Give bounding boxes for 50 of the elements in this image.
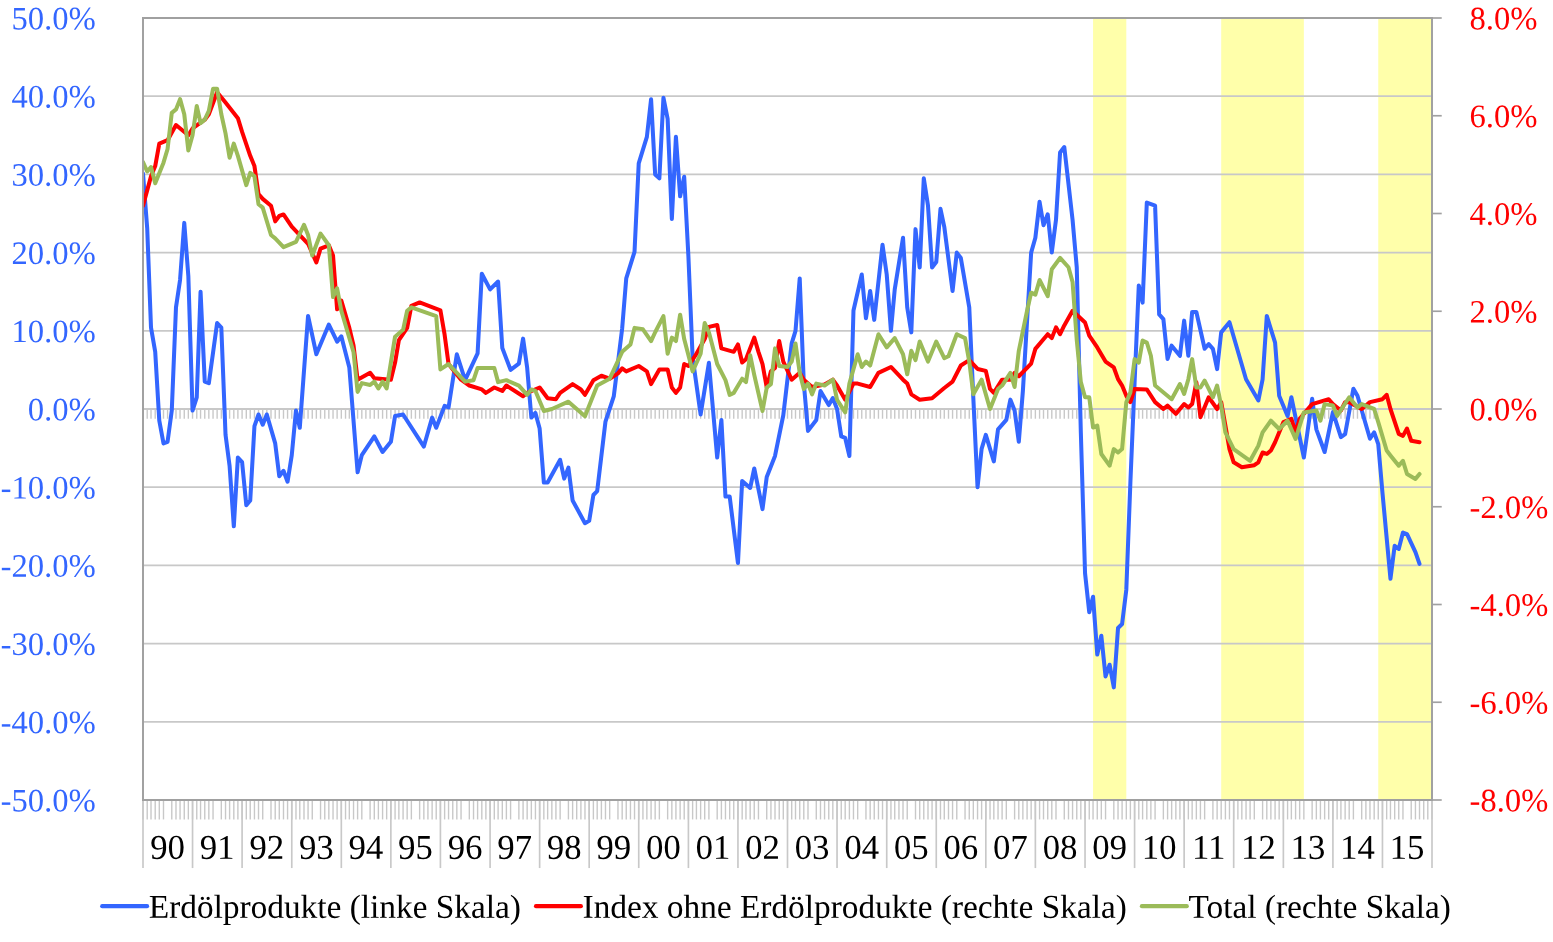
y-tick-label: 30.0% (13, 164, 95, 187)
x-tick-label: 07 (994, 835, 1027, 860)
y-tick-label: -30.0% (1, 633, 95, 656)
x-tick-label: 94 (349, 835, 383, 860)
x-tick-label: 90 (151, 835, 184, 860)
y-tick-label: 0.0% (29, 398, 95, 421)
y-tick-label: 10.0% (14, 320, 95, 343)
y-tick-label: 20.0% (12, 242, 95, 265)
x-tick-label: 95 (399, 835, 432, 860)
y-tick-label: 40.0% (12, 85, 95, 108)
x-tick-label: 97 (498, 835, 532, 860)
x-tick-label: 00 (647, 835, 680, 860)
y-tick-label: -20.0% (1, 555, 95, 578)
x-tick-label: 03 (796, 835, 829, 860)
y2-tick-label: -8.0% (1470, 789, 1548, 812)
y2-tick-label: 6.0% (1470, 105, 1537, 128)
y2-tick-label: 4.0% (1470, 203, 1537, 226)
y2-tick-label: 8.0% (1470, 7, 1537, 30)
x-tick-label: 12 (1244, 835, 1274, 859)
x-tick-label: 08 (1044, 835, 1077, 860)
x-tick-label: 02 (746, 835, 778, 860)
y2-tick-label: -4.0% (1470, 594, 1548, 617)
y-tick-label: -10.0% (1, 476, 95, 499)
x-tick-label: 09 (1093, 835, 1126, 860)
y2-tick-label: 0.0% (1470, 398, 1537, 421)
line-series (143, 95, 1422, 690)
x-tick-label: 91 (200, 835, 233, 860)
y-tick-label: -40.0% (1, 711, 95, 734)
x-tick-label: 11 (1195, 835, 1224, 859)
x-tick-label: 96 (448, 835, 482, 860)
y-tick-label: 50.0% (13, 7, 95, 30)
x-tick-label: 98 (547, 835, 581, 860)
x-tick-label: 92 (250, 835, 283, 860)
y2-tick-label: -6.0% (1470, 691, 1548, 715)
y-tick-label: -50.0% (1, 789, 95, 812)
x-tick-label: 04 (845, 835, 879, 860)
x-tick-label: 13 (1293, 835, 1324, 860)
legend-label: Index ohne Erdölprodukte (rechte Skala) (583, 894, 1126, 925)
x-tick-label: 01 (696, 835, 729, 860)
x-tick-label: 15 (1392, 835, 1424, 860)
legend-label: Erdölprodukte (linke Skala) (149, 894, 520, 925)
x-tick-label: 05 (895, 835, 928, 860)
x-tick-label: 10 (1144, 835, 1176, 860)
x-tick-label: 93 (300, 835, 333, 860)
y2-tick-label: -2.0% (1470, 496, 1548, 519)
x-tick-label: 99 (597, 835, 630, 860)
x-tick-label: 06 (944, 835, 978, 860)
x-tick-label: 14 (1343, 835, 1375, 859)
legend-label: Total (rechte Skala) (1189, 894, 1450, 925)
y2-tick-label: 2.0% (1470, 300, 1537, 324)
